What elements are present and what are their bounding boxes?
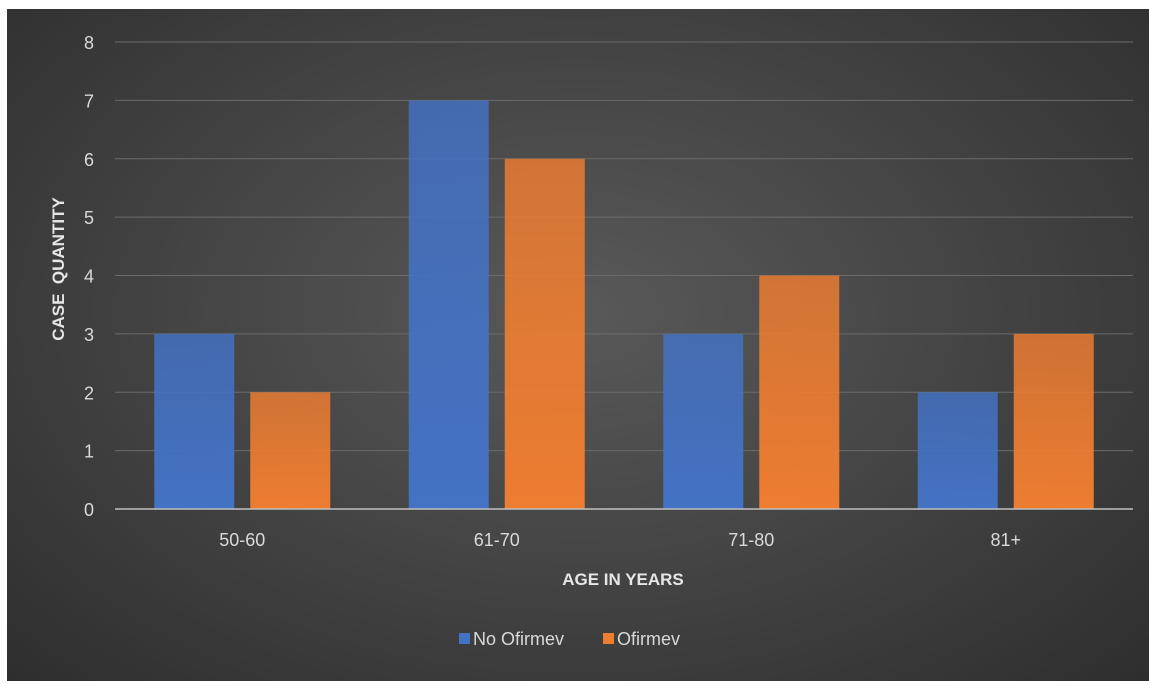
y-tick-label: 8: [84, 33, 94, 53]
y-tick-label: 4: [84, 267, 94, 287]
y-tick-label: 3: [84, 325, 94, 345]
y-axis-ticks: 0 1 2 3 4 5 6 7 8: [84, 33, 94, 520]
y-tick-label: 0: [84, 500, 94, 520]
y-axis-title: CASE QUANTITY: [49, 197, 68, 341]
bars: [154, 100, 1094, 509]
legend-label: Ofirmev: [617, 629, 680, 649]
bar-ofirmev-71-80: [759, 275, 840, 509]
bar-no-ofirmev-61-70: [408, 100, 489, 509]
x-tick-label: 81+: [990, 530, 1021, 550]
x-tick-label: 61-70: [474, 530, 520, 550]
bar-ofirmev-61-70: [504, 158, 585, 509]
y-tick-label: 2: [84, 383, 94, 403]
legend-swatch-ofirmev: [603, 633, 614, 644]
y-tick-label: 7: [84, 91, 94, 111]
bar-no-ofirmev-81+: [917, 392, 998, 509]
bar-no-ofirmev-71-80: [663, 333, 744, 509]
y-tick-label: 1: [84, 442, 94, 462]
x-axis-title: AGE IN YEARS: [562, 570, 684, 589]
legend-swatch-no-ofirmev: [459, 633, 470, 644]
x-axis-ticks: 50-60 61-70 71-80 81+: [219, 530, 1021, 550]
y-tick-label: 6: [84, 150, 94, 170]
legend: No Ofirmev Ofirmev: [459, 629, 680, 649]
chart-area: 0 1 2 3 4 5 6 7 8 50-60 61-70 71-80 81+ AGE IN YEAR…: [7, 9, 1149, 681]
bar-no-ofirmev-50-60: [154, 333, 235, 509]
bar-ofirmev-50-60: [250, 392, 331, 509]
x-tick-label: 71-80: [728, 530, 774, 550]
gridlines: [115, 41, 1133, 452]
bar-ofirmev-81+: [1013, 333, 1094, 509]
bar-chart: 0 1 2 3 4 5 6 7 8 50-60 61-70 71-80 81+ AGE IN YEAR…: [49, 33, 1133, 649]
y-tick-label: 5: [84, 208, 94, 228]
x-tick-label: 50-60: [219, 530, 265, 550]
legend-label: No Ofirmev: [473, 629, 564, 649]
